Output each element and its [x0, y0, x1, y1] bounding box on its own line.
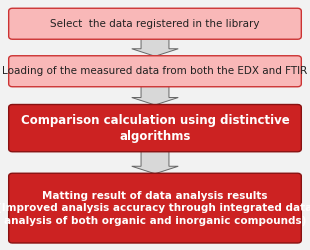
- FancyBboxPatch shape: [9, 56, 301, 87]
- Text: Matting result of data analysis results
(Improved analysis accuracy through inte: Matting result of data analysis results …: [0, 191, 310, 226]
- Polygon shape: [132, 149, 178, 174]
- FancyBboxPatch shape: [9, 8, 301, 39]
- Text: Comparison calculation using distinctive
algorithms: Comparison calculation using distinctive…: [21, 114, 289, 142]
- Polygon shape: [132, 36, 178, 56]
- FancyBboxPatch shape: [9, 173, 301, 243]
- Text: Loading of the measured data from both the EDX and FTIR: Loading of the measured data from both t…: [2, 66, 308, 76]
- FancyBboxPatch shape: [9, 104, 301, 152]
- Text: Select  the data registered in the library: Select the data registered in the librar…: [50, 19, 260, 29]
- Polygon shape: [132, 84, 178, 105]
